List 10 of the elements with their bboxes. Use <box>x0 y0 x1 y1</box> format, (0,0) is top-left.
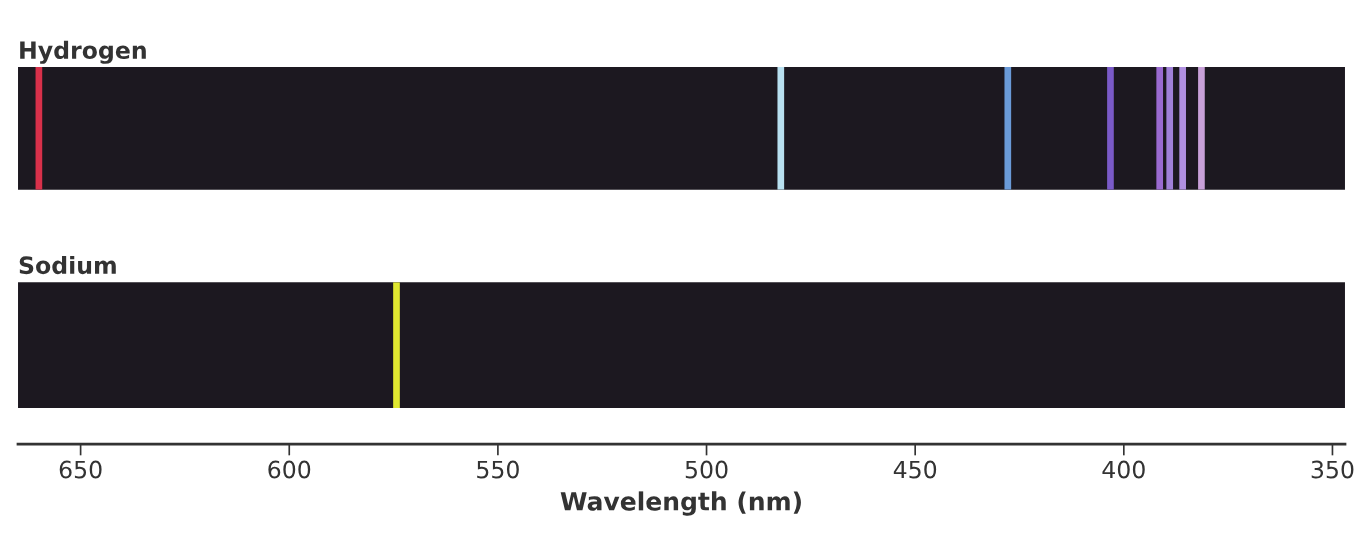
x-axis-title: Wavelength (nm) <box>560 491 801 516</box>
x-tick-label: 400 <box>1102 460 1145 479</box>
chart-title: Sodium <box>19 255 116 275</box>
chart-title: Hydrogen <box>20 40 146 64</box>
x-tick-label: 550 <box>477 460 519 479</box>
x-tick-label: 500 <box>685 460 728 479</box>
x-tick-label: 350 <box>1311 460 1354 479</box>
x-tick-label: 450 <box>893 460 937 479</box>
x-tick-label: 600 <box>268 460 311 479</box>
x-tick-label: 650 <box>59 460 102 479</box>
